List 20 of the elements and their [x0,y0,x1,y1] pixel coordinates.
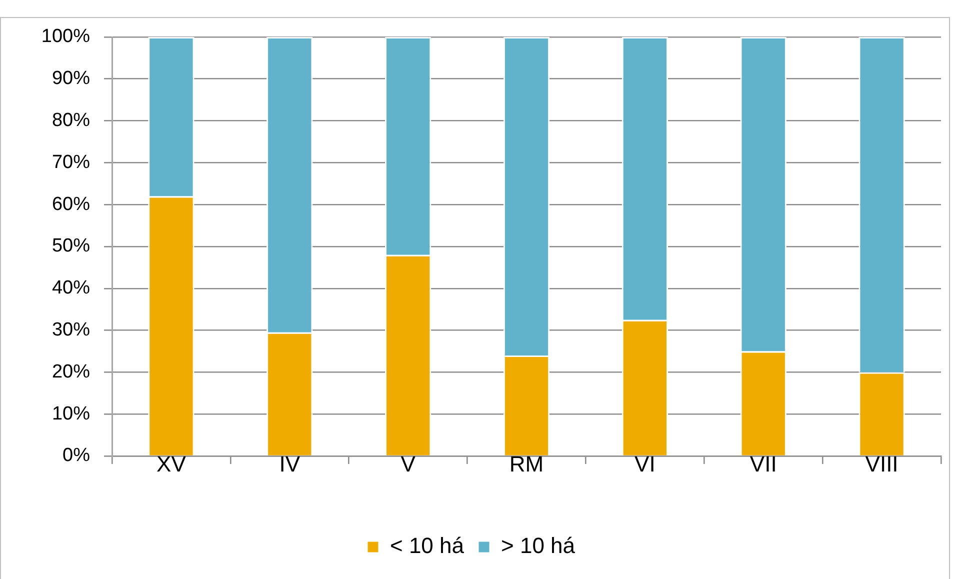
x-tick-label: V [400,451,416,476]
y-tick-label: 10% [52,403,90,424]
y-tick-label: 20% [52,361,90,382]
x-tick-label: VII [750,451,777,476]
x-tick-label: IV [279,451,300,476]
y-tick-label: 60% [52,194,90,215]
x-tick-label: VI [634,451,656,476]
legend-label: < 10 há [390,533,465,558]
x-tick-label: VIII [865,451,898,476]
y-tick-label: 100% [41,26,90,48]
y-tick-label: 30% [52,320,90,341]
y-tick-label: 0% [62,445,90,466]
y-tick-label: 50% [52,236,90,257]
x-tick-label: RM [509,451,544,476]
x-tick-label: XV [156,451,186,476]
y-tick-label: 80% [52,110,90,132]
y-tick-label: 70% [52,152,90,173]
y-tick-label: 90% [52,68,90,90]
legend-label: > 10 há [501,533,576,558]
y-tick-label: 40% [52,278,90,299]
